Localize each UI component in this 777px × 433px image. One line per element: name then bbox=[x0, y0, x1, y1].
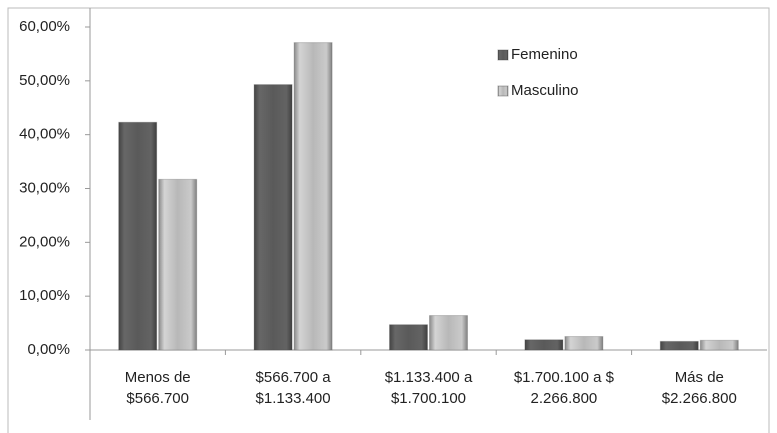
bar bbox=[699, 339, 739, 351]
x-tick-label: 2.266.800 bbox=[531, 390, 598, 407]
y-tick-label: 60,00% bbox=[19, 18, 70, 35]
x-tick-label: $1.700.100 a $ bbox=[514, 369, 615, 386]
chart-frame bbox=[7, 7, 770, 433]
bar bbox=[158, 178, 198, 351]
bar bbox=[118, 121, 158, 351]
bar bbox=[429, 315, 468, 351]
y-tick-label: 10,00% bbox=[19, 287, 70, 304]
y-tick-label: 30,00% bbox=[19, 179, 70, 196]
x-tick-label: $566.700 bbox=[126, 390, 189, 407]
x-tick-label: $1.700.100 bbox=[391, 390, 466, 407]
bar bbox=[524, 339, 564, 351]
legend-swatch bbox=[497, 49, 509, 61]
bar bbox=[293, 42, 333, 351]
y-tick-label: 0,00% bbox=[27, 341, 70, 358]
legend-label: Masculino bbox=[511, 82, 579, 99]
y-tick-label: 50,00% bbox=[19, 72, 70, 89]
x-tick-label: $1.133.400 a bbox=[385, 369, 473, 386]
x-tick-label: Más de bbox=[675, 369, 724, 386]
x-tick-label: $1.133.400 bbox=[256, 390, 331, 407]
x-tick-label: $566.700 a bbox=[256, 369, 332, 386]
legend-label: Femenino bbox=[511, 46, 578, 63]
y-tick-label: 40,00% bbox=[19, 126, 70, 143]
x-tick-label: $2.266.800 bbox=[662, 390, 737, 407]
y-tick-label: 20,00% bbox=[19, 233, 70, 250]
x-tick-label: Menos de bbox=[125, 369, 191, 386]
bar bbox=[389, 324, 428, 351]
bar bbox=[564, 336, 604, 351]
bar bbox=[253, 84, 293, 351]
bar bbox=[659, 340, 699, 351]
legend-swatch bbox=[497, 85, 509, 97]
